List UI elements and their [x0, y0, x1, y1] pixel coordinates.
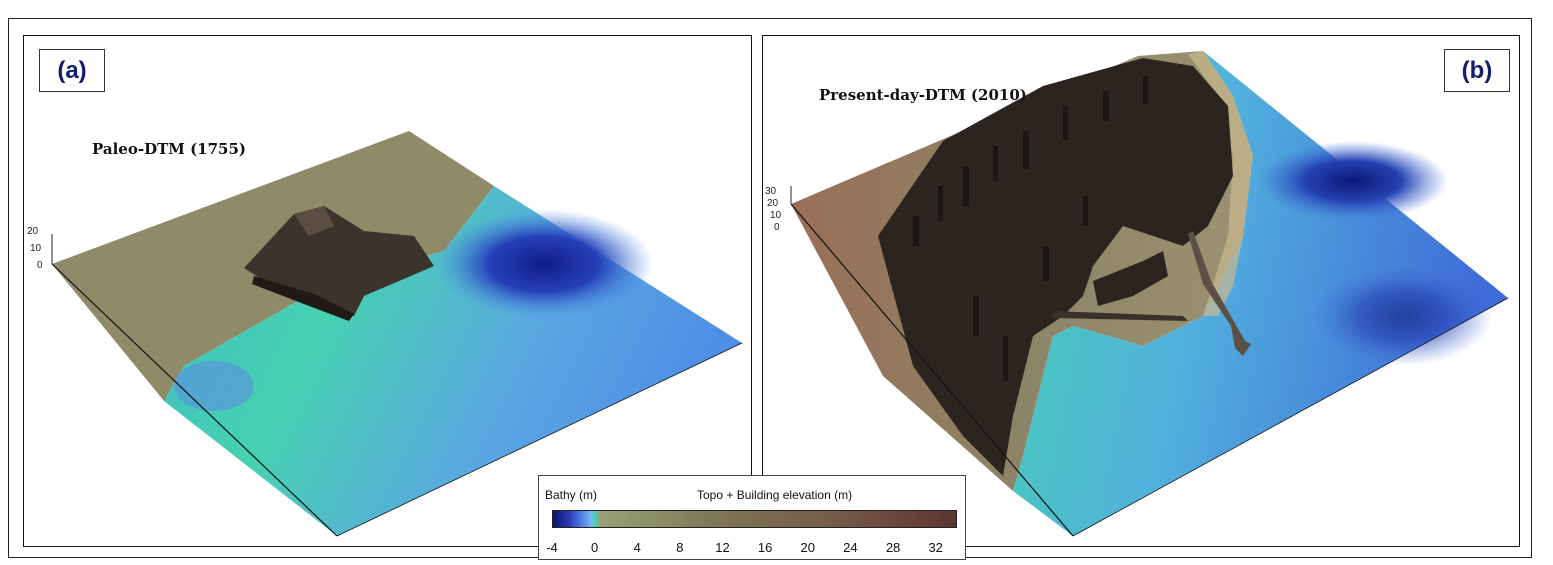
z-tick: 0 [37, 260, 43, 271]
colorbar-tick-label: 0 [591, 540, 599, 555]
colorbar-gradient [552, 510, 957, 528]
panel-b-title: Present-day-DTM (2010) [819, 86, 1027, 104]
colorbar-tick-label: 20 [800, 540, 816, 555]
z-tick: 20 [27, 226, 39, 237]
paleo-dtm-surface [51, 131, 743, 537]
panel-b: (b) Present-day-DTM (2010) 30 20 10 0 [762, 35, 1520, 547]
colorbar-tick-label: 8 [676, 540, 684, 555]
colorbar-tick-label: 28 [885, 540, 901, 555]
panel-a: (a) Paleo-DTM (1755) 20 10 0 [23, 35, 752, 547]
colorbar-tick-label: 12 [715, 540, 730, 555]
colorbar-tick-label: 16 [757, 540, 773, 555]
colorbar-tick-label: 32 [928, 540, 943, 555]
colorbar-bathy-title: Bathy (m) [545, 488, 598, 502]
deep-basin [434, 209, 654, 319]
panel-b-label: (b) [1444, 49, 1510, 92]
colorbar-tick-label: -4 [546, 540, 558, 555]
z-tick: 10 [30, 243, 42, 254]
panel-a-label: (a) [39, 49, 105, 92]
panel-a-title: Paleo-DTM (1755) [92, 140, 247, 158]
z-tick: 20 [767, 198, 779, 209]
present-day-dtm-surface [790, 51, 1509, 537]
sea-area [1013, 51, 1508, 536]
deep-basin [1258, 141, 1448, 221]
colorbar-legend: Bathy (m) Topo + Building elevation (m) … [538, 475, 966, 560]
colorbar-topo-title: Topo + Building elevation (m) [697, 488, 853, 502]
z-tick: 30 [765, 186, 777, 197]
colorbar-tick-label: 24 [843, 540, 858, 555]
breakwater [1188, 231, 1251, 356]
colorbar-tick-label: 4 [633, 540, 641, 555]
city-buildings [878, 58, 1233, 476]
z-tick: 0 [774, 222, 780, 233]
z-tick: 10 [770, 210, 782, 221]
